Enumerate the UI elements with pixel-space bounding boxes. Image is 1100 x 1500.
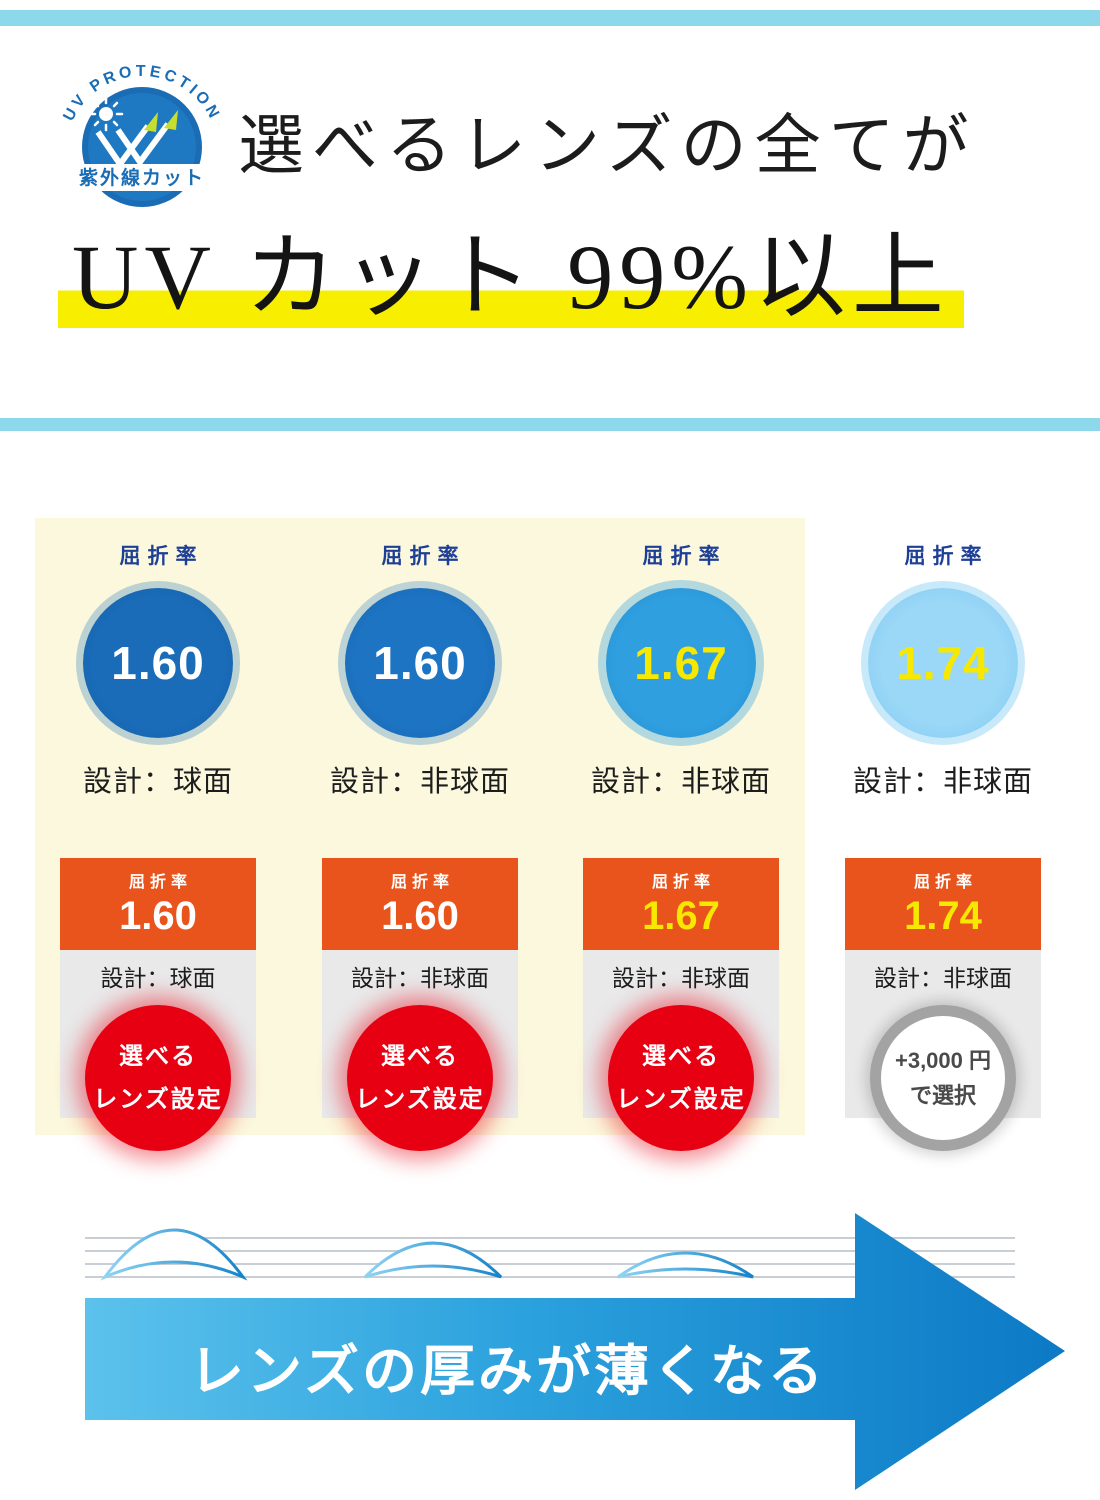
subtitle: 選べるレンズの全てが [238,110,977,183]
card-design-label: 設計：球面 [100,965,216,991]
selection-card-2: 屈折率 1.60 設計：非球面 選べる レンズ設定 [322,858,518,1151]
card-index-label: 屈折率 [390,874,454,891]
badge-text-line2: レンズ設定 [93,1086,223,1113]
selection-card-1: 屈折率 1.60 設計：球面 選べる レンズ設定 [60,858,256,1151]
refractive-index-label: 屈折率 [119,545,204,568]
index-circle: 1.60 [83,588,233,738]
arrow-label: レンズの厚みが薄くなる [189,1340,826,1402]
index-value: 1.60 [373,637,467,689]
selection-card-4: 屈折率 1.74 設計：非球面 +3,000 円 で選択 [845,858,1041,1151]
refractive-index-label: 屈折率 [381,545,466,568]
selectable-lens-badge: 選べる レンズ設定 [608,1005,754,1151]
badge-text-line2: レンズ設定 [616,1086,746,1113]
lens-column-2: 屈折率 1.60 設計：非球面 [300,540,540,800]
lens-column-1: 屈折率 1.60 設計：球面 [38,540,278,800]
card-index-value: 1.74 [904,894,982,938]
lens-column-3: 屈折率 1.67 設計：非球面 [561,540,801,800]
design-label: 設計：非球面 [852,766,1033,798]
badge-text-line1: 選べる [119,1042,197,1070]
index-circle: 1.67 [606,588,756,738]
badge-text-line1: 選べる [381,1042,459,1070]
card-design-label: 設計：非球面 [874,965,1012,991]
lens-thickness-diagram [85,1228,1015,1281]
design-label: 設計：非球面 [329,766,510,798]
index-value: 1.60 [111,637,205,689]
sun-icon [88,96,124,132]
selectable-lens-badge: 選べる レンズ設定 [347,1005,493,1151]
badge-text-line1: +3,000 円 [894,1047,991,1073]
card-index-label: 屈折率 [128,874,192,891]
lens-shape-thick-icon [100,1228,248,1281]
selection-card-3: 屈折率 1.67 設計：非球面 選べる レンズ設定 [583,858,779,1151]
uv-banner-text: 紫外線カット [79,166,205,189]
selectable-lens-badge: 選べる レンズ設定 [85,1005,231,1151]
divider-bar [0,418,1100,431]
paid-option-badge: +3,000 円 で選択 [870,1005,1016,1151]
card-index-label: 屈折率 [651,874,715,891]
badge-text-line2: で選択 [909,1083,976,1108]
card-index-label: 屈折率 [913,874,977,891]
card-header: 屈折率 1.74 [845,858,1041,950]
top-accent-bar [0,10,1100,26]
card-header: 屈折率 1.60 [322,858,518,950]
lens-column-4: 屈折率 1.74 設計：非球面 [823,540,1063,800]
card-index-value: 1.60 [119,894,197,938]
design-label: 設計：非球面 [590,766,771,798]
uv-badge-graphic: UV PROTECTION [60,63,220,207]
banner-strip [64,164,220,191]
badge-text-line2: レンズ設定 [355,1086,485,1113]
card-design-label: 設計：非球面 [612,965,750,991]
uv-protection-badge: UV PROTECTION [52,44,232,224]
card-index-value: 1.60 [381,894,459,938]
lens-shape-medium-icon [363,1241,503,1279]
design-label: 設計：球面 [82,766,233,798]
index-value: 1.67 [634,637,728,689]
badge-text-line1: 選べる [642,1042,720,1070]
main-title: UV カット 99%以上 [58,222,964,332]
title-highlight: UV カット 99%以上 [58,226,964,328]
card-index-value: 1.67 [642,894,720,938]
lens-shape-thin-icon [617,1251,754,1279]
index-value: 1.74 [896,637,990,689]
card-design-label: 設計：非球面 [351,965,489,991]
card-header: 屈折率 1.67 [583,858,779,950]
refractive-index-label: 屈折率 [904,545,989,568]
index-circle: 1.60 [345,588,495,738]
index-circle: 1.74 [868,588,1018,738]
refractive-index-label: 屈折率 [642,545,727,568]
card-header: 屈折率 1.60 [60,858,256,950]
